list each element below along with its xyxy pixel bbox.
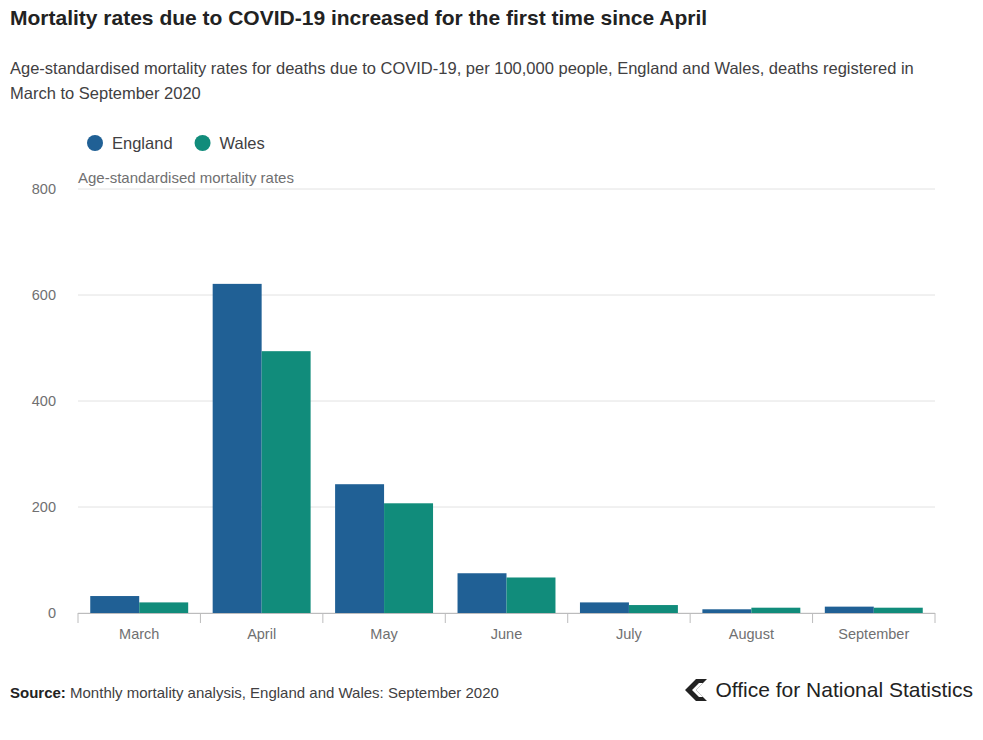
bar — [335, 484, 384, 613]
bar — [262, 351, 311, 613]
bar — [580, 602, 629, 613]
title: Mortality rates due to COVID-19 increase… — [10, 6, 975, 30]
x-tick — [322, 613, 323, 623]
bar — [874, 608, 923, 613]
grid-line — [78, 295, 935, 296]
x-tick-label: June — [491, 626, 522, 642]
x-tick-label: August — [729, 626, 774, 642]
publisher: Office for National Statistics — [683, 677, 973, 703]
legend-label: England — [112, 134, 173, 152]
x-tick — [567, 613, 568, 623]
grid-line — [78, 189, 935, 190]
source-label: Source: — [10, 684, 66, 701]
bar — [507, 577, 556, 613]
legend-swatch — [87, 135, 103, 151]
source-text: Monthly mortality analysis, England and … — [70, 684, 499, 701]
grid-line — [78, 401, 935, 402]
source: Source: Monthly mortality analysis, Engl… — [10, 684, 499, 701]
legend-label: Wales — [220, 134, 265, 152]
y-tick-label: 600 — [32, 287, 56, 303]
bar — [213, 284, 262, 613]
bar — [458, 573, 507, 613]
bar — [825, 607, 874, 613]
publisher-name: Office for National Statistics — [715, 678, 973, 702]
bar — [751, 608, 800, 613]
x-tick — [445, 613, 446, 623]
x-tick — [690, 613, 691, 623]
x-tick-label: May — [370, 626, 398, 642]
logo — [683, 677, 709, 703]
bar — [384, 503, 433, 613]
x-tick — [200, 613, 201, 623]
x-axis-line — [78, 613, 935, 614]
y-tick-label: 200 — [32, 499, 56, 515]
bar — [629, 605, 678, 613]
x-tick — [812, 613, 813, 623]
bars — [90, 284, 923, 613]
bar — [139, 602, 188, 613]
x-tick — [935, 613, 936, 623]
legend-swatch — [195, 135, 211, 151]
x-tick — [78, 613, 79, 623]
y-tick-label: 400 — [32, 393, 56, 409]
y-tick-label: 0 — [48, 605, 56, 621]
grid-line — [78, 507, 935, 508]
y-tick-label: 800 — [32, 181, 56, 197]
bar — [90, 596, 139, 613]
y-axis-label: Age-standardised mortality rates — [78, 169, 294, 186]
x-tick-label: March — [119, 626, 159, 642]
x-tick-label: July — [616, 626, 643, 642]
subtitle: Age-standardised mortality rates for dea… — [10, 56, 930, 106]
x-tick-label: April — [247, 626, 276, 642]
bar — [702, 609, 751, 613]
x-tick-label: September — [838, 626, 909, 642]
